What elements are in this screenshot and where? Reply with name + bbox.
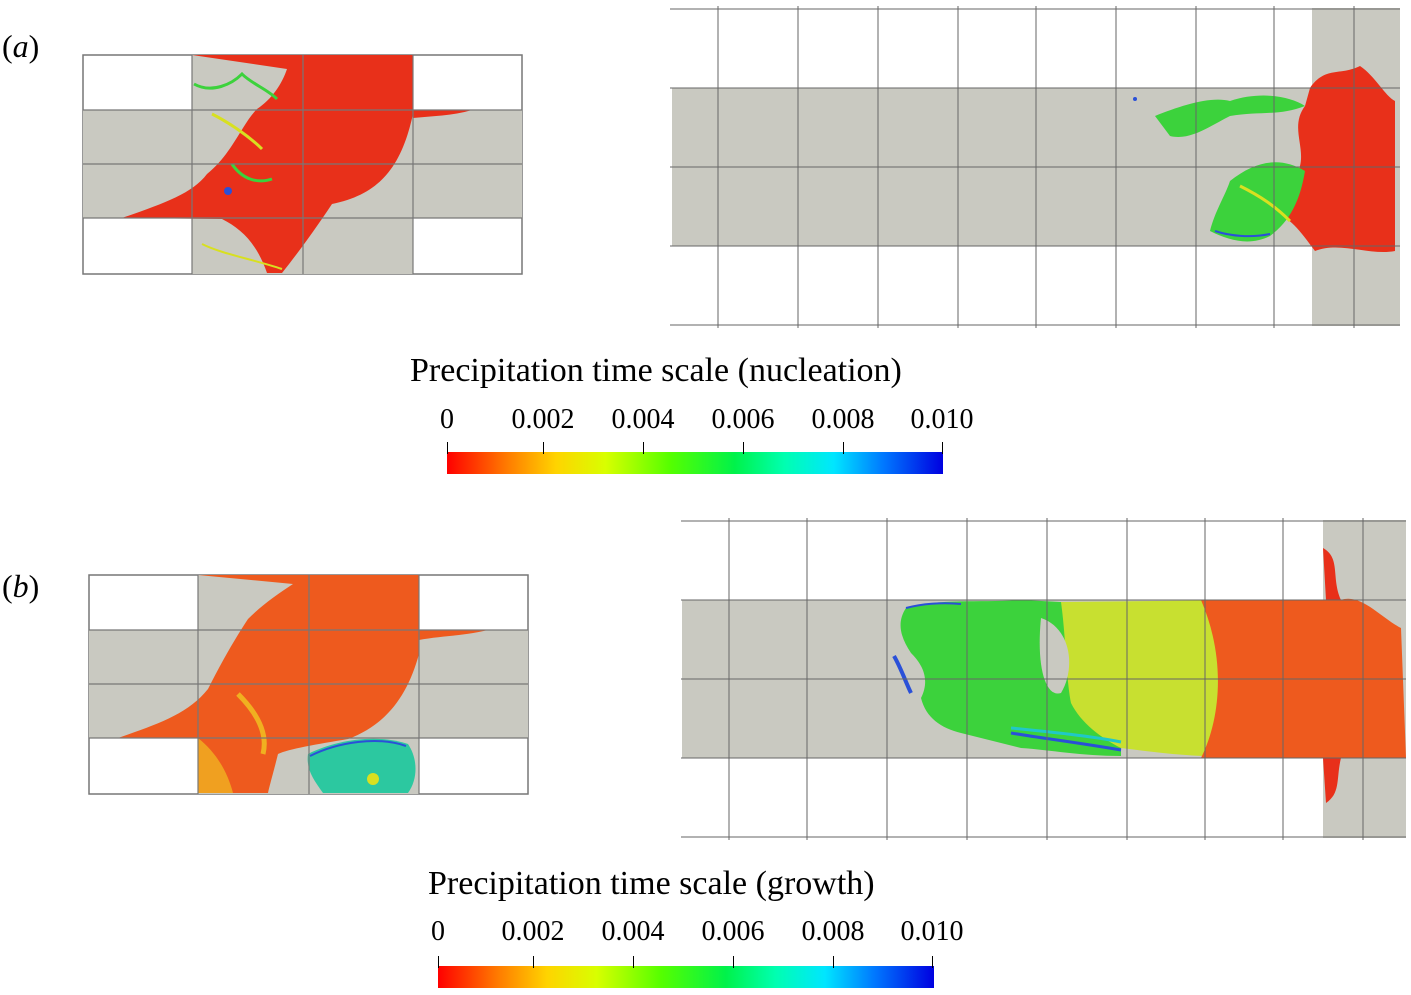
colorbar-tick-label: 0 — [440, 404, 454, 435]
panel-letter-a: a — [12, 28, 29, 64]
colorbar-tick-mark — [643, 442, 644, 454]
colorbar-tick-mark — [438, 956, 439, 968]
colorbar-tick-label: 0.010 — [900, 916, 964, 947]
yellow-filament-1 — [211, 112, 264, 151]
yellow-plume — [1061, 600, 1241, 757]
junction-plot-growth — [88, 574, 529, 795]
red-front — [1270, 66, 1395, 253]
colorbar-tick-mark — [447, 442, 448, 454]
colorbar-tick-label: 0.006 — [701, 916, 765, 947]
colorbar-tick-label: 0.002 — [501, 916, 565, 947]
blue-vortex — [224, 187, 232, 195]
colorbar-title-growth: Precipitation time scale (growth) — [428, 865, 875, 902]
blue-blob-edge — [309, 740, 407, 757]
colorbar-tick-mark — [533, 956, 534, 968]
red-streak-right — [413, 110, 472, 118]
cyan-blob — [307, 738, 416, 793]
yellow-edge — [1239, 184, 1292, 223]
green-patch-lower — [1210, 162, 1305, 242]
panel-letter-b: b — [12, 568, 29, 604]
colorbar-tick-mark — [833, 956, 834, 968]
colorbar-tick-mark — [743, 442, 744, 454]
colorbar-tick-label: 0.008 — [811, 404, 875, 435]
blue-edge-top — [905, 602, 962, 609]
channel-plot-growth — [681, 518, 1406, 840]
yellow-filament-2 — [201, 243, 283, 270]
junction-plot-nucleation — [82, 54, 523, 275]
colorbar-tick-mark — [932, 956, 933, 968]
yellow-streak — [236, 692, 267, 755]
colorbar-tick-label: 0.004 — [611, 404, 675, 435]
green-patch-upper — [1155, 95, 1305, 137]
yellow-core — [367, 773, 379, 785]
colorbar-tick-mark — [733, 956, 734, 968]
colorbar-tick-label: 0 — [431, 916, 445, 947]
blue-underside — [1010, 731, 1122, 752]
colorbar-tick-mark — [633, 956, 634, 968]
panel-label-b: (b) — [2, 568, 40, 604]
panel-label-a: (a) — [2, 28, 40, 64]
blue-edge — [1214, 230, 1271, 238]
channel-plot-nucleation — [670, 6, 1400, 328]
orange-plume — [1201, 598, 1406, 758]
colorbar-title-nucleation: Precipitation time scale (nucleation) — [410, 352, 902, 389]
yellow-region-lower — [198, 738, 233, 793]
colorbar-tick-label: 0.004 — [601, 916, 665, 947]
colorbar-gradient — [438, 966, 934, 988]
orange-streak-right — [419, 630, 488, 640]
green-filament-1 — [193, 71, 279, 101]
red-outlet-edge-lower — [1323, 758, 1341, 803]
colorbar-tick-label: 0.002 — [511, 404, 575, 435]
blue-filament — [892, 654, 913, 694]
red-outlet-edge — [1323, 548, 1341, 600]
colorbar-tick-mark — [843, 442, 844, 454]
colorbar-tick-label: 0.008 — [801, 916, 865, 947]
colorbar-tick-mark — [543, 442, 544, 454]
blue-speck — [1133, 97, 1137, 101]
green-filament-2 — [230, 163, 273, 183]
colorbar-tick-label: 0.010 — [910, 404, 974, 435]
colorbar-gradient — [447, 452, 943, 474]
colorbar-tick-mark — [942, 442, 943, 454]
cyan-underside — [1010, 726, 1122, 744]
colorbar-tick-label: 0.006 — [711, 404, 775, 435]
